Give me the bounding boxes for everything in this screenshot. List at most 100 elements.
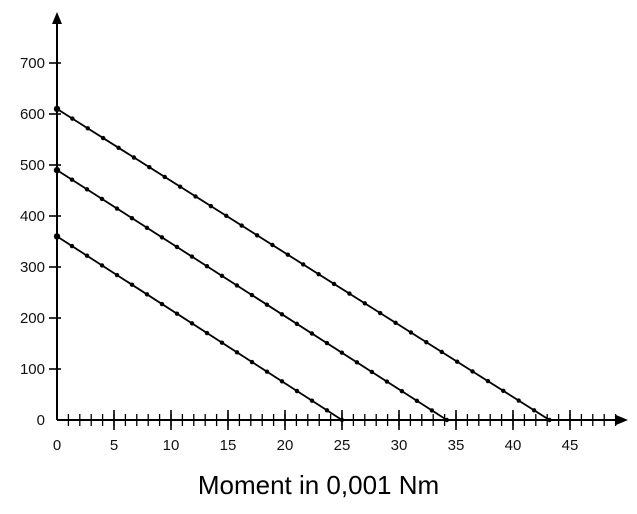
series-point-3 [324, 408, 330, 413]
series-point-1 [362, 301, 367, 306]
series-point-2 [279, 312, 285, 317]
series-point-2 [384, 379, 390, 384]
series-point-2 [114, 206, 120, 211]
series-point-1 [547, 417, 552, 423]
tick-labels: 0 5 10 15 20 25 30 35 40 45 0 100 200 300 400 500 600 700 [20, 55, 578, 454]
series-point-1 [177, 184, 183, 189]
series-point-1 [501, 388, 506, 394]
series-point-2 [354, 360, 360, 365]
series-point-3 [309, 398, 315, 403]
x-tick-label: 15 [220, 437, 237, 454]
series-point-1 [301, 262, 306, 267]
series-point-3 [174, 311, 180, 316]
series-point-1 [393, 320, 398, 325]
series-point-2 [414, 398, 420, 403]
y-tick-label: 300 [20, 259, 45, 276]
x-tick-label: 40 [505, 437, 522, 454]
series-point-1 [470, 369, 475, 374]
series-point-3 [234, 350, 240, 355]
series-point-3 [159, 301, 165, 307]
series-point-3 [294, 388, 300, 394]
series-line-3 [56, 235, 343, 421]
y-tick-label: 400 [20, 208, 45, 225]
x-tick-label: 10 [163, 437, 180, 454]
series-point-1 [70, 116, 75, 121]
x-axis-label: Moment in 0,001 Nm [197, 470, 440, 500]
series-point-3 [204, 330, 210, 336]
y-tick-label: 700 [20, 55, 45, 72]
series-point-2 [189, 254, 195, 259]
series-point-3 [264, 369, 270, 374]
y-tick-label: 100 [20, 361, 45, 378]
series-point-2 [264, 302, 270, 307]
series-point-1 [454, 359, 460, 364]
series-point-1 [254, 233, 260, 238]
x-tick-label: 30 [391, 437, 408, 454]
series-point-1 [208, 203, 214, 209]
series-point-3 [69, 243, 75, 249]
series-point-2 [444, 417, 450, 423]
series-point-3 [219, 340, 225, 345]
y-tick-label: 0 [37, 412, 45, 429]
series-point-1 [162, 174, 167, 180]
series-point-2 [429, 408, 435, 413]
series-point-1 [516, 398, 521, 403]
series-point-2 [339, 350, 345, 355]
x-axis-arrow [616, 415, 628, 425]
series-point-2 [249, 292, 255, 298]
y-tick-label: 200 [20, 310, 45, 327]
y-tick-label: 600 [20, 106, 45, 123]
y-tick-label: 500 [20, 157, 45, 174]
series-point-2 [234, 283, 240, 288]
series-point-1 [100, 135, 106, 141]
x-tick-label: 45 [562, 437, 579, 454]
series-point-2 [369, 369, 375, 375]
series-lines [53, 105, 552, 423]
series-point-1 [408, 330, 414, 335]
series-point-1 [439, 349, 444, 355]
series-point-2 [53, 166, 61, 174]
series-point-1 [485, 378, 491, 384]
series-point-1 [347, 291, 352, 296]
series-point-2 [69, 177, 75, 182]
x-tick-label: 5 [110, 437, 118, 454]
series-point-2 [159, 235, 165, 240]
series-point-3 [189, 321, 195, 326]
series-point-1 [53, 105, 61, 113]
series-point-1 [531, 408, 537, 413]
series-point-2 [84, 187, 90, 192]
x-tick-label: 35 [448, 437, 465, 454]
line-chart: 0 5 10 15 20 25 30 35 40 45 0 100 200 300 400 500 600 700 [20, 12, 628, 454]
series-point-2 [204, 264, 210, 269]
series-point-2 [309, 331, 315, 336]
series-point-1 [424, 340, 429, 345]
series-point-2 [129, 215, 135, 221]
series-point-1 [239, 223, 244, 228]
x-tick-label: 0 [53, 437, 61, 454]
series-point-2 [144, 225, 150, 230]
axes [52, 12, 628, 425]
series-point-2 [399, 388, 405, 394]
series-point-2 [174, 244, 180, 250]
series-point-3 [144, 292, 150, 297]
series-point-2 [219, 273, 225, 279]
series-point-1 [377, 310, 383, 316]
y-axis-arrow [52, 12, 62, 24]
series-point-1 [131, 155, 137, 160]
series-point-3 [114, 272, 120, 278]
series-point-3 [249, 359, 255, 365]
series-point-1 [270, 242, 275, 248]
series-point-1 [193, 194, 198, 199]
tick-marks [49, 62, 617, 430]
series-point-2 [99, 196, 105, 202]
series-point-1 [331, 281, 337, 287]
series-point-2 [324, 340, 330, 346]
series-point-1 [224, 213, 229, 219]
series-point-1 [285, 252, 291, 257]
series-point-1 [85, 126, 90, 131]
series-point-3 [53, 233, 61, 240]
series-point-3 [279, 379, 285, 384]
series-point-1 [116, 145, 121, 150]
series-point-3 [339, 417, 345, 423]
series-point-3 [84, 253, 90, 258]
